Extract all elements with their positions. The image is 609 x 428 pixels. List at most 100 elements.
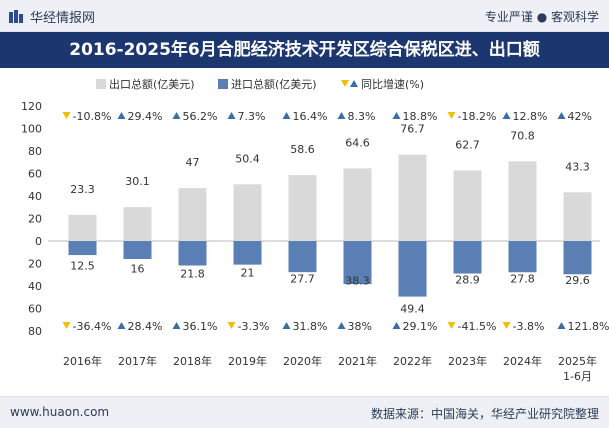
- export-growth-label: 7.3%: [238, 110, 266, 123]
- export-down-triangle-icon: [448, 112, 456, 119]
- legend-down-triangle-icon: [341, 80, 349, 87]
- brand: 华经情报网: [8, 7, 95, 26]
- export-growth-label: 56.2%: [183, 110, 218, 123]
- export-bar: [509, 161, 537, 241]
- import-growth-label: 121.8%: [568, 320, 609, 333]
- export-bar: [454, 170, 482, 241]
- export-growth-label: 18.8%: [403, 110, 438, 123]
- import-bar: [399, 241, 427, 297]
- import-value-label: 21: [241, 267, 255, 280]
- import-down-triangle-icon: [228, 322, 236, 329]
- y-tick-label: 80: [28, 145, 42, 158]
- bars: 23.312.530.1164721.850.42158.627.764.638…: [69, 123, 592, 316]
- y-tick-label: 60: [28, 303, 42, 316]
- import-value-label: 49.4: [400, 303, 425, 316]
- slogan: 专业严谨 ● 客观科学: [485, 8, 599, 25]
- import-up-triangle-icon: [338, 322, 346, 329]
- import-up-triangle-icon: [173, 322, 181, 329]
- export-value-label: 43.3: [565, 160, 590, 173]
- export-value-label: 62.7: [455, 138, 480, 151]
- export-down-triangle-icon: [63, 112, 71, 119]
- export-up-triangle-icon: [503, 112, 511, 119]
- export-growth-label: 16.4%: [293, 110, 328, 123]
- import-up-triangle-icon: [118, 322, 126, 329]
- y-tick-label: 80: [28, 325, 42, 338]
- export-value-label: 70.8: [510, 129, 535, 142]
- import-down-triangle-icon: [448, 322, 456, 329]
- x-tick-label: 2017年: [118, 354, 157, 368]
- legend: 出口总额(亿美元)进口总额(亿美元)同比增速(%): [96, 77, 424, 91]
- import-growth-label: -3.3%: [238, 320, 270, 333]
- top-bar: 华经情报网 专业严谨 ● 客观科学: [0, 0, 609, 32]
- export-up-triangle-icon: [338, 112, 346, 119]
- legend-export-swatch: [96, 79, 106, 89]
- chart: 出口总额(亿美元)进口总额(亿美元)同比增速(%) 120 100 80 60 40 20…: [0, 70, 609, 396]
- y-tick-label: 40: [28, 280, 42, 293]
- import-growth-label: -41.5%: [458, 320, 497, 333]
- import-up-triangle-icon: [393, 322, 401, 329]
- legend-growth-label: 同比增速(%): [361, 77, 424, 91]
- import-bar: [564, 241, 592, 274]
- import-growth-label: 38%: [348, 320, 372, 333]
- legend-export-label: 出口总额(亿美元): [109, 77, 195, 91]
- import-bar: [234, 241, 262, 265]
- export-value-label: 76.7: [400, 123, 425, 136]
- import-value-label: 28.9: [455, 273, 480, 286]
- y-tick-label: 0: [35, 235, 42, 248]
- import-growth-label: 36.1%: [183, 320, 218, 333]
- export-up-triangle-icon: [228, 112, 236, 119]
- x-tick-label: 2016年: [63, 354, 102, 368]
- x-tick-label: 2025年: [558, 354, 597, 368]
- export-bar: [344, 168, 372, 241]
- y-tick-label: 20: [28, 258, 42, 271]
- x-tick-label: 2018年: [173, 354, 212, 368]
- y-tick-label: 20: [28, 213, 42, 226]
- x-tick-label: 1-6月: [563, 370, 592, 383]
- export-value-label: 64.6: [345, 136, 370, 149]
- import-bar: [454, 241, 482, 274]
- import-value-label: 12.5: [70, 260, 95, 273]
- import-value-label: 27.8: [510, 272, 535, 285]
- export-growth-label: 8.3%: [348, 110, 376, 123]
- export-up-triangle-icon: [558, 112, 566, 119]
- import-down-triangle-icon: [63, 322, 71, 329]
- import-bar: [69, 241, 97, 255]
- y-tick-label: 100: [21, 123, 42, 136]
- import-up-triangle-icon: [283, 322, 291, 329]
- bottom-bar: www.huaon.com 数据来源：中国海关，华经产业研究院整理: [0, 396, 609, 428]
- import-growth-label: 31.8%: [293, 320, 328, 333]
- export-bar: [399, 155, 427, 241]
- export-growth-label: 12.8%: [513, 110, 548, 123]
- export-up-triangle-icon: [173, 112, 181, 119]
- brand-name: 华经情报网: [30, 7, 95, 26]
- export-bar: [179, 188, 207, 241]
- export-growth-label: -10.8%: [73, 110, 112, 123]
- import-growth-label: 29.1%: [403, 320, 438, 333]
- export-growth-label: -18.2%: [458, 110, 497, 123]
- huajing-logo-icon: [8, 9, 24, 25]
- x-tick-label: 2019年: [228, 354, 267, 368]
- x-tick-label: 2021年: [338, 354, 377, 368]
- import-bar: [509, 241, 537, 272]
- export-value-label: 58.6: [290, 143, 315, 156]
- x-tick-label: 2024年: [503, 354, 542, 368]
- y-tick-label: 60: [28, 168, 42, 181]
- export-bar: [289, 175, 317, 241]
- import-up-triangle-icon: [558, 322, 566, 329]
- export-bar: [564, 192, 592, 241]
- y-tick-label: 120: [21, 100, 42, 113]
- x-tick-label: 2022年: [393, 354, 432, 368]
- import-value-label: 16: [131, 263, 145, 276]
- export-growth-label: 29.4%: [128, 110, 163, 123]
- chart-title: 2016-2025年6月合肥经济技术开发区综合保税区进、出口额: [0, 32, 609, 68]
- export-value-label: 50.4: [235, 152, 260, 165]
- import-bar: [124, 241, 152, 259]
- export-up-triangle-icon: [118, 112, 126, 119]
- import-value-label: 27.7: [290, 272, 315, 285]
- import-down-triangle-icon: [503, 322, 511, 329]
- export-value-label: 23.3: [70, 183, 95, 196]
- export-bar: [234, 184, 262, 241]
- import-value-label: 21.8: [180, 267, 205, 280]
- import-growth-label: -36.4%: [73, 320, 112, 333]
